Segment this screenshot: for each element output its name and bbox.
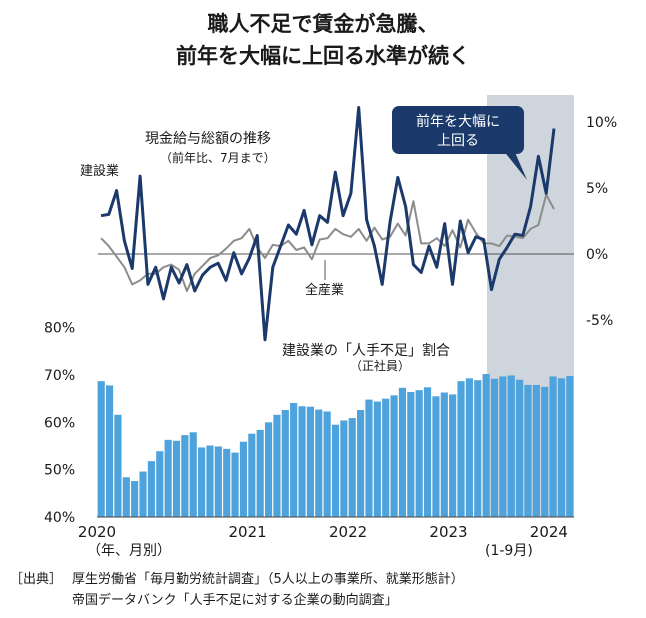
- bar: [566, 375, 574, 517]
- bar: [474, 380, 482, 517]
- bar: [373, 401, 381, 517]
- bar: [214, 446, 222, 517]
- x-tick-label: 2020: [78, 523, 116, 541]
- bar: [532, 384, 540, 517]
- bar: [557, 378, 566, 517]
- y-tick-label: 60%: [44, 415, 75, 431]
- line-y-axis: 10% 5% 0% -5%: [586, 115, 617, 329]
- bar: [549, 376, 557, 517]
- bar: [340, 420, 348, 517]
- x-axis-last-note: (1-9月): [485, 543, 533, 559]
- bar: [131, 481, 139, 517]
- source-label: ［出典］: [10, 572, 62, 587]
- y-tick-label: 5%: [586, 181, 608, 197]
- bar: [172, 440, 181, 517]
- bar: [306, 406, 314, 517]
- bar: [499, 376, 507, 517]
- bar: [114, 414, 122, 517]
- bar: [181, 435, 189, 517]
- source-line-2: 帝国データバンク「人手不足に対する企業の動向調査」: [72, 592, 398, 608]
- bar: [457, 381, 465, 517]
- y-tick-label: 70%: [44, 368, 75, 384]
- bar: [524, 384, 532, 517]
- bar: [541, 386, 549, 517]
- bar: [256, 429, 264, 517]
- line-series-group: [100, 106, 556, 342]
- bar: [97, 381, 105, 517]
- bar: [390, 395, 398, 517]
- bar: [315, 409, 323, 517]
- bar: [432, 396, 440, 517]
- chart-title-line-2: 前年を大幅に上回る水準が続く: [176, 44, 470, 68]
- bar-chart-title: 建設業の「人手不足」割合: [282, 342, 450, 359]
- bar: [423, 387, 432, 517]
- bar: [273, 414, 281, 517]
- y-tick-label: 0%: [586, 247, 608, 263]
- bar: [122, 477, 130, 517]
- bar-y-axis: 80% 70% 60% 50% 40%: [44, 321, 75, 526]
- source-line-1: 厚生労働省「毎月勤労統計調査」（5人以上の事業所、就業形態計）: [72, 571, 464, 587]
- bar: [331, 424, 340, 517]
- bar: [357, 410, 365, 517]
- callout-line-2: 上回る: [437, 133, 479, 149]
- bar: [348, 418, 356, 517]
- bar: [206, 445, 214, 517]
- bar: [398, 387, 407, 517]
- bar: [231, 452, 239, 517]
- bar-series: [97, 374, 574, 518]
- line-chart-title: 現金給与総額の推移: [145, 131, 271, 147]
- bar: [223, 448, 231, 517]
- line-chart-subtitle: （前年比、7月まで）: [160, 150, 276, 165]
- bar: [449, 394, 457, 517]
- x-axis-first-note: （年、月別）: [87, 543, 171, 559]
- line-construction: [100, 106, 556, 342]
- bar: [239, 441, 248, 517]
- legend-label-construction: 建設業: [80, 163, 119, 179]
- bar: [482, 374, 490, 517]
- bar: [365, 399, 373, 517]
- chart-title-line-1: 職人不足で賃金が急騰、: [208, 12, 439, 36]
- bar: [407, 392, 415, 517]
- bar: [189, 432, 197, 517]
- bar: [290, 402, 298, 517]
- x-tick-label: 2022: [329, 523, 367, 541]
- x-axis: 2020 2021 2022 2023 2024: [78, 523, 568, 541]
- callout-line-1: 前年を大幅に: [416, 113, 500, 130]
- y-tick-label: 80%: [44, 321, 75, 337]
- y-tick-label: 50%: [44, 463, 75, 479]
- bar: [298, 406, 306, 517]
- y-tick-label: 10%: [586, 115, 617, 131]
- bar: [507, 375, 515, 517]
- bar-chart-subtitle: （正社員）: [350, 358, 410, 373]
- y-tick-label: 40%: [44, 510, 75, 526]
- bar: [248, 433, 256, 517]
- bar: [198, 447, 206, 517]
- y-tick-label: -5%: [586, 313, 613, 329]
- legend-label-all-industries: 全産業: [305, 282, 344, 298]
- bar: [440, 392, 448, 517]
- x-tick-label: 2021: [229, 523, 267, 541]
- x-tick-label: 2024: [530, 523, 568, 541]
- bar: [490, 378, 499, 517]
- bar: [164, 439, 172, 517]
- bar: [139, 471, 147, 517]
- bar: [147, 461, 155, 517]
- bar: [105, 385, 114, 517]
- bar: [281, 410, 289, 517]
- callout: 前年を大幅に 上回る: [392, 106, 527, 180]
- bar: [323, 411, 331, 517]
- bar: [465, 378, 473, 517]
- bar: [516, 379, 524, 517]
- bar: [156, 451, 164, 517]
- bar: [382, 398, 390, 517]
- x-tick-label: 2023: [429, 523, 467, 541]
- bar: [264, 422, 273, 517]
- bar: [415, 390, 423, 517]
